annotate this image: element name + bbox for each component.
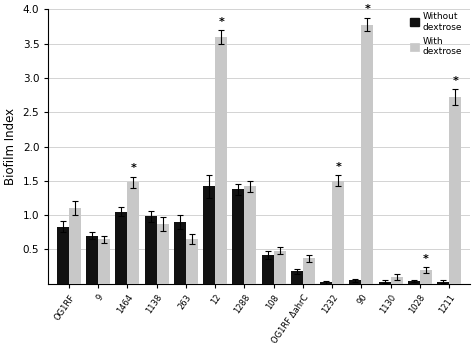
Legend: Without
dextrose, With
dextrose: Without dextrose, With dextrose bbox=[406, 8, 465, 60]
Bar bbox=[349, 280, 362, 284]
Bar bbox=[98, 239, 110, 284]
Bar bbox=[449, 97, 461, 284]
Bar bbox=[116, 212, 128, 284]
Bar bbox=[203, 186, 215, 284]
Bar bbox=[245, 186, 256, 284]
Bar bbox=[215, 37, 227, 284]
Bar bbox=[362, 24, 374, 284]
Bar bbox=[174, 222, 186, 284]
Bar bbox=[291, 271, 303, 284]
Text: *: * bbox=[219, 17, 224, 27]
Bar bbox=[273, 251, 286, 284]
Text: *: * bbox=[335, 162, 341, 172]
Bar bbox=[157, 224, 169, 284]
Bar bbox=[303, 258, 315, 284]
Bar bbox=[232, 189, 245, 284]
Bar bbox=[128, 182, 139, 284]
Bar bbox=[145, 216, 157, 284]
Bar bbox=[437, 282, 449, 284]
Text: *: * bbox=[365, 4, 370, 14]
Y-axis label: Biofilm Index: Biofilm Index bbox=[4, 108, 17, 185]
Text: *: * bbox=[423, 254, 429, 264]
Bar bbox=[262, 255, 273, 284]
Bar bbox=[420, 270, 432, 284]
Bar bbox=[379, 282, 391, 284]
Bar bbox=[57, 227, 69, 284]
Bar bbox=[86, 236, 98, 284]
Bar bbox=[408, 281, 420, 284]
Text: *: * bbox=[452, 75, 458, 86]
Bar bbox=[69, 208, 81, 284]
Bar bbox=[186, 239, 198, 284]
Bar bbox=[320, 282, 332, 284]
Bar bbox=[332, 181, 344, 284]
Bar bbox=[391, 277, 403, 284]
Text: *: * bbox=[130, 163, 137, 173]
